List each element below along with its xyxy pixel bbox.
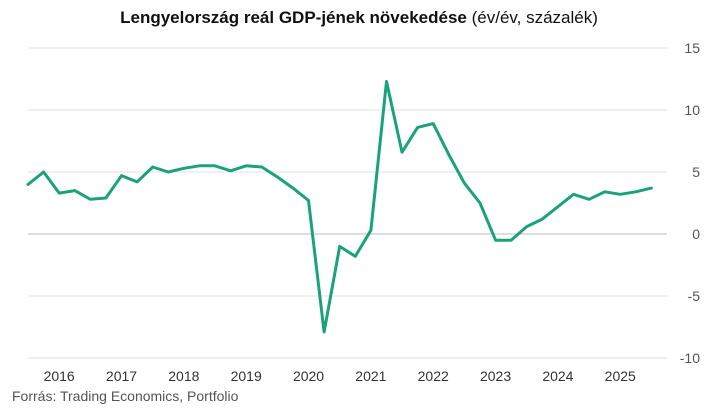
data-point xyxy=(260,165,263,168)
data-point xyxy=(400,151,403,154)
y-tick-label: -10 xyxy=(680,350,700,366)
data-point xyxy=(447,153,450,156)
data-point xyxy=(588,198,591,201)
data-point xyxy=(463,182,466,185)
source-note: Forrás: Trading Economics, Portfolio xyxy=(12,388,239,404)
x-tick-label: 2023 xyxy=(480,368,511,384)
data-point xyxy=(494,239,497,242)
data-point xyxy=(541,218,544,221)
data-point xyxy=(338,245,341,248)
chart-title-units: (év/év, százalék) xyxy=(471,8,598,27)
x-tick-label: 2019 xyxy=(231,368,262,384)
data-point xyxy=(58,192,61,195)
data-point xyxy=(619,193,622,196)
y-tick-label: 5 xyxy=(692,164,700,180)
data-point xyxy=(354,255,357,258)
x-tick-label: 2022 xyxy=(418,368,449,384)
data-point xyxy=(291,187,294,190)
data-point xyxy=(104,196,107,199)
data-point xyxy=(478,201,481,204)
data-point xyxy=(432,122,435,125)
data-point xyxy=(42,170,45,173)
chart-title-main: Lengyelország reál GDP-jének növekedése xyxy=(120,8,467,27)
y-tick-label: 10 xyxy=(684,102,700,118)
data-point xyxy=(198,164,201,167)
data-point xyxy=(603,190,606,193)
data-point xyxy=(650,187,653,190)
data-point xyxy=(369,229,372,232)
data-point xyxy=(120,174,123,177)
x-tick-label: 2018 xyxy=(168,368,199,384)
data-point xyxy=(556,205,559,208)
x-tick-label: 2025 xyxy=(605,368,636,384)
y-tick-label: 15 xyxy=(684,40,700,56)
x-tick-label: 2020 xyxy=(293,368,324,384)
data-point xyxy=(151,165,154,168)
data-point xyxy=(245,164,248,167)
chart-title: Lengyelország reál GDP-jének növekedése … xyxy=(0,8,718,28)
data-point xyxy=(89,198,92,201)
data-point xyxy=(634,190,637,193)
data-point xyxy=(26,183,29,186)
data-point xyxy=(73,189,76,192)
x-tick-label: 2021 xyxy=(355,368,386,384)
data-point xyxy=(525,225,528,228)
data-point xyxy=(229,169,232,172)
data-point xyxy=(416,126,419,129)
y-tick-label: 0 xyxy=(692,226,700,242)
x-tick-label: 2017 xyxy=(106,368,137,384)
x-tick-label: 2016 xyxy=(44,368,75,384)
x-tick-label: 2024 xyxy=(542,368,573,384)
y-tick-label: -5 xyxy=(688,288,701,304)
data-point xyxy=(323,330,326,333)
data-point xyxy=(276,175,279,178)
data-point xyxy=(213,164,216,167)
data-point xyxy=(136,180,139,183)
series-line xyxy=(26,80,653,334)
data-point xyxy=(307,199,310,202)
data-point xyxy=(572,193,575,196)
data-point xyxy=(182,167,185,170)
data-point xyxy=(167,170,170,173)
data-point xyxy=(385,80,388,83)
data-point xyxy=(510,239,513,242)
